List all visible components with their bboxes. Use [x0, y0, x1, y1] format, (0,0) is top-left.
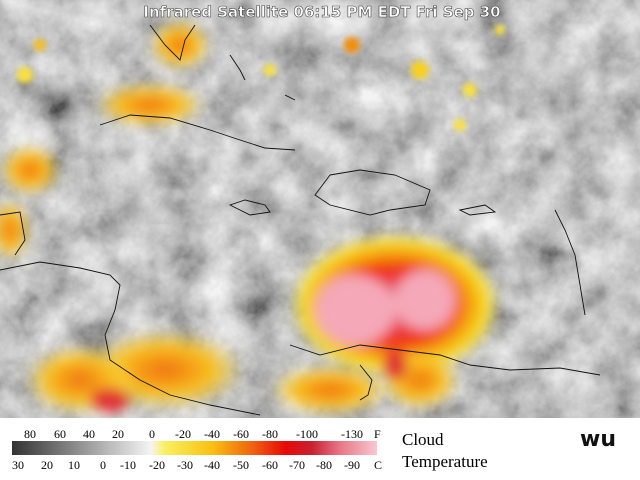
celsius-label: -60 — [262, 458, 278, 472]
fahrenheit-label: 20 — [112, 427, 124, 441]
fahrenheit-label: -130 — [341, 427, 363, 441]
fahrenheit-label: 40 — [83, 427, 95, 441]
legend-title-line1: Cloud — [402, 430, 444, 449]
fahrenheit-label: -60 — [233, 427, 249, 441]
legend-labels: 80 60 40 20 0 -20 -40 -60 -80 -100 -130 F 30 20 10 0 -10… — [12, 427, 382, 472]
wu-logo: wu — [580, 427, 616, 452]
celsius-label: -20 — [149, 458, 165, 472]
coastlines — [0, 24, 601, 416]
celsius-label: -70 — [289, 458, 305, 472]
celsius-label: -90 — [344, 458, 360, 472]
fahrenheit-unit: F — [374, 427, 381, 441]
scattered-cells — [17, 25, 505, 131]
fahrenheit-label: 80 — [24, 427, 36, 441]
celsius-label: -10 — [120, 458, 136, 472]
fahrenheit-label: -20 — [175, 427, 191, 441]
celsius-label: 20 — [41, 458, 53, 472]
temperature-scale — [12, 441, 377, 455]
celsius-label: 30 — [12, 458, 24, 472]
celsius-label: -40 — [204, 458, 220, 472]
celsius-label: -30 — [177, 458, 193, 472]
satellite-map: Infrared Satellite 06:15 PM EDT Fri Sep … — [0, 0, 640, 418]
fahrenheit-label: -100 — [296, 427, 318, 441]
map-title: Infrared Satellite 06:15 PM EDT Fri Sep … — [143, 3, 500, 21]
cold-cloud-tops — [0, 20, 500, 415]
celsius-label: 10 — [68, 458, 80, 472]
celsius-unit: C — [374, 458, 382, 472]
celsius-label: 0 — [100, 458, 106, 472]
celsius-label: -50 — [233, 458, 249, 472]
legend: 80 60 40 20 0 -20 -40 -60 -80 -100 -130 F 30 20 10 0 -10… — [0, 418, 640, 480]
fahrenheit-label: -80 — [262, 427, 278, 441]
fahrenheit-label: -40 — [204, 427, 220, 441]
fahrenheit-label: 60 — [54, 427, 66, 441]
legend-title-line2: Temperature — [402, 452, 488, 471]
fahrenheit-label: 0 — [149, 427, 155, 441]
celsius-label: -80 — [316, 458, 332, 472]
